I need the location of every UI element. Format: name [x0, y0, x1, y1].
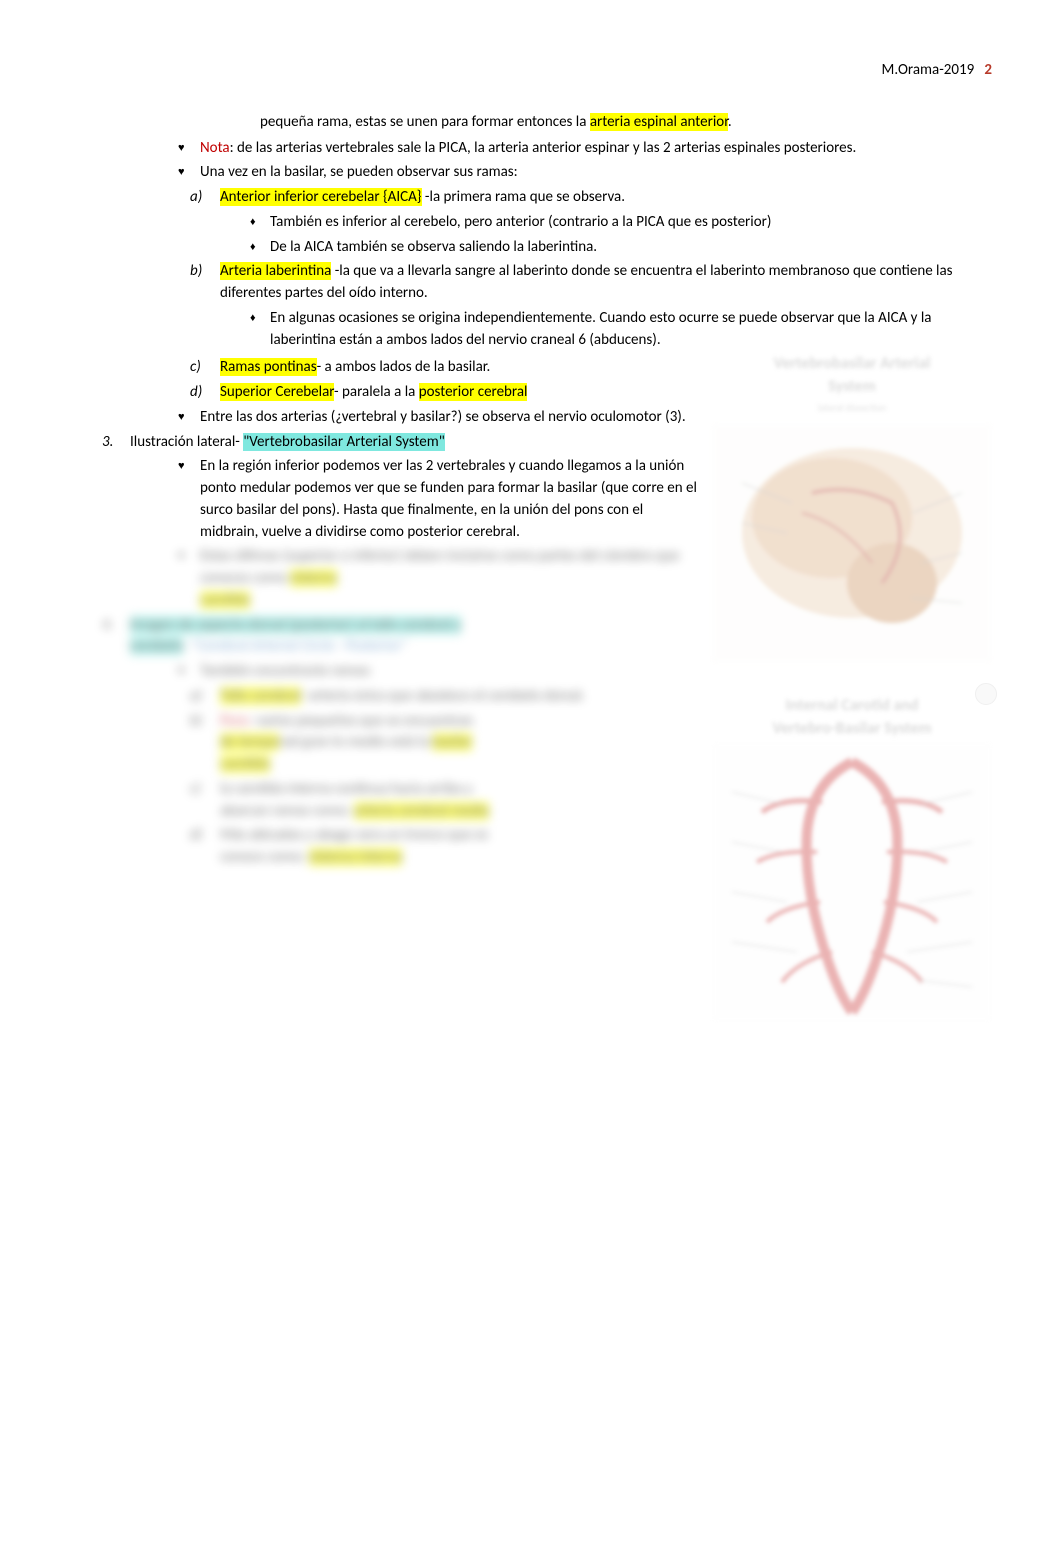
note-label: Nota	[200, 139, 230, 157]
list-item: En la región inferior podemos ver las 2 …	[200, 456, 697, 543]
page-number: 2	[984, 61, 992, 79]
highlight-term: arteria espinal anterior	[590, 113, 728, 131]
list-item: Entre las dos arterias (¿vertebral y bas…	[200, 407, 697, 429]
author-year: M.Orama-2019	[882, 61, 975, 79]
list-item: c)la carotida interna continua hacia arr…	[220, 779, 697, 823]
section-3: 3.Ilustración lateral- "Vertebrobasilar …	[130, 432, 697, 454]
list-item: b)Pons -varios pequeños que se encuentra…	[220, 711, 697, 776]
list-item-d: d)Superior Cerebelar- paralela a la post…	[220, 382, 697, 404]
list-item: En algunas ocasiones se origina independ…	[270, 308, 992, 352]
list-item-b: b)Arteria laberintina -la que va a lleva…	[220, 261, 992, 351]
list-item: De la AICA también se observa saliendo l…	[270, 237, 992, 259]
obscured-content: Estas últimas (superior e inferior) debe…	[100, 546, 697, 869]
list-item: d)Más abicadas y abago vera un tronco qu…	[220, 825, 697, 869]
anatomy-figure-1: Vertebrobasilar Arterial System lateral …	[712, 354, 992, 671]
list-item-a: a)Anterior inferior cerebelar {AICA} -la…	[220, 187, 992, 258]
list-item: Estas últimas (superior e inferior) debe…	[200, 546, 697, 611]
list-item: También es inferior al cerebelo, pero an…	[270, 212, 992, 234]
teal-highlight: "Vertebrobasilar Arterial System"	[243, 433, 445, 451]
intro-continuation: pequeña rama, estas se unen para formar …	[100, 112, 992, 134]
brain-lateral-svg	[712, 423, 992, 663]
carotid-system-svg	[712, 742, 992, 1022]
list-item: a)Tallo cerebral -arteria única que abas…	[220, 686, 697, 708]
page-header: M.Orama-2019 2	[100, 60, 992, 82]
list-item: Una vez en la basilar, se pueden observa…	[200, 162, 992, 184]
list-item: Nota: de las arterias vertebrales sale l…	[200, 138, 992, 160]
section-4: 4.Imagen de aspecto dorsal (posterior) a…	[130, 615, 697, 659]
list-item-c: c)Ramas pontinas- a ambos lados de la ba…	[220, 357, 697, 379]
anatomy-figure-2: Internal Carotid and Vertebro-Basilar Sy…	[712, 696, 992, 1030]
list-item: También encontrarás ramas:	[200, 661, 697, 683]
